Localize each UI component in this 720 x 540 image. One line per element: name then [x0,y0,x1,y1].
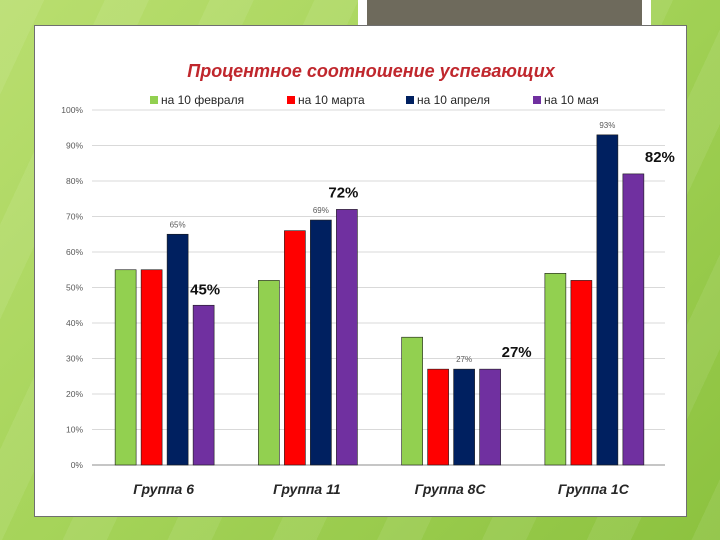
y-tick-label: 90% [66,141,83,151]
x-axis-labels: Группа 6 Группа 11 Группа 8С Группа 1С [133,481,629,497]
chart-title: Процентное соотношение успевающих [187,61,555,81]
bar [622,173,645,466]
y-tick-label: 30% [66,354,83,364]
legend-swatch [533,96,541,104]
legend-label: на 10 марта [298,93,365,107]
y-tick-label: 100% [61,105,83,115]
data-label: 69% [313,206,329,215]
y-tick-label: 10% [66,425,83,435]
data-label: 93% [599,121,615,130]
y-tick-label: 0% [71,460,84,470]
data-label: 72% [328,184,358,201]
bar [570,280,593,466]
bar [544,272,567,466]
data-label: 27% [502,344,532,361]
legend-label: на 10 февраля [161,93,244,107]
bar [453,368,475,466]
bar [310,219,332,466]
bars-group [114,134,645,466]
x-tick-label: Группа 11 [273,481,341,497]
bar [401,336,423,466]
y-tick-label: 60% [66,247,83,257]
bar [596,134,619,466]
data-labels: 65% 45% 69% 72% 27% 27% 93% 82% [170,121,675,364]
data-label: 27% [456,355,472,364]
bar [336,209,358,466]
legend-swatch [287,96,295,104]
x-tick-label: Группа 6 [133,481,194,497]
y-tick-label: 40% [66,318,83,328]
bar [284,230,306,466]
legend-label: на 10 апреля [417,93,490,107]
legend-label: на 10 мая [544,93,599,107]
bar [114,269,137,466]
y-tick-label: 20% [66,389,83,399]
bar [258,280,280,466]
y-tick-label: 50% [66,283,83,293]
bar [140,269,163,466]
data-label: 45% [190,281,220,298]
data-label: 82% [645,149,675,166]
y-tick-label: 70% [66,212,83,222]
bar [166,233,189,466]
legend-swatch [150,96,158,104]
x-tick-label: Группа 8С [415,481,487,497]
legend-swatch [406,96,414,104]
y-tick-label: 80% [66,176,83,186]
x-tick-label: Группа 1С [558,481,630,497]
data-label: 65% [170,220,186,229]
bar [192,304,215,466]
bar [479,368,501,466]
chart-legend: на 10 февраля на 10 марта на 10 апреля на 1… [150,93,599,107]
bar [427,368,449,466]
